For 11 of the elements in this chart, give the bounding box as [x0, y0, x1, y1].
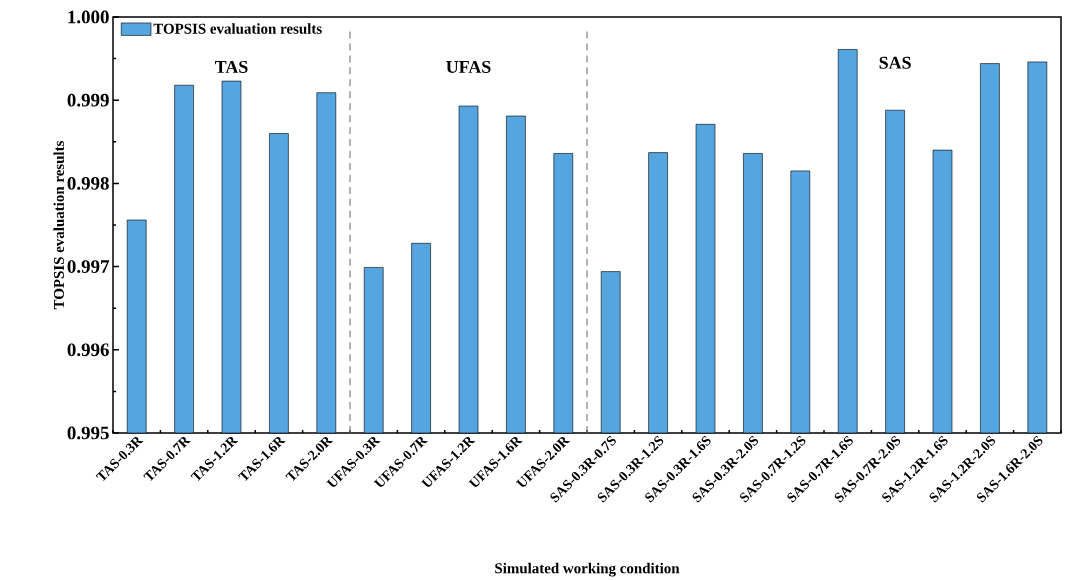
- y-tick-label: 1.000: [68, 10, 109, 24]
- y-axis-title: TOPSIS evaluation results: [53, 140, 65, 310]
- legend-label: TOPSIS evaluation results: [153, 23, 322, 34]
- y-tick-label: 0.999: [67, 93, 109, 107]
- y-tick-label: 0.998: [67, 176, 109, 190]
- annotation: SAS: [879, 56, 911, 69]
- annotation: TAS: [215, 60, 248, 73]
- y-tick-label: 0.997: [67, 260, 110, 274]
- annotation: UFAS: [446, 60, 491, 73]
- x-axis-title: Simulated working condition: [495, 562, 680, 577]
- y-tick-label: 0.996: [67, 343, 109, 357]
